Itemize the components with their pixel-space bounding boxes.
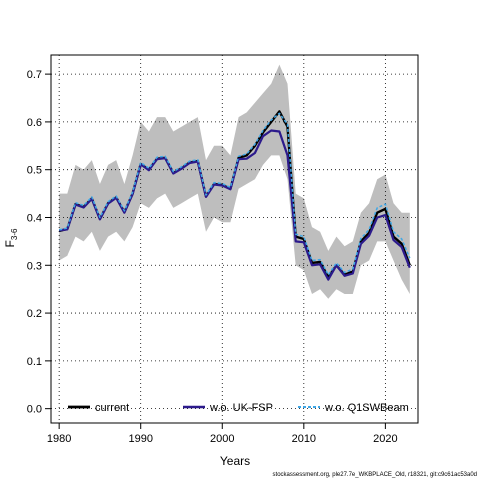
plot-frame [50,54,419,424]
y-tick-label: 0.2 [27,308,42,320]
x-tick-label: 2020 [373,433,397,445]
legend-label-w-o-uk-fsp: w.o. UK-FSP [209,402,273,414]
confidence-band [59,64,410,299]
y-tick-label: 0.4 [27,212,42,224]
x-tick-label: 2010 [292,433,316,445]
x-tick-label: 1990 [128,433,152,445]
series-layer [58,110,411,281]
legend: current w.o. UK-FSP w.o. Q1SWBeam [68,402,409,414]
legend-label-current: current [95,402,129,414]
y-axis-title-main: F [3,240,17,247]
y-tick-label: 0.0 [27,404,42,416]
axis-layer: 1980 1990 2000 2010 2020 0.0 0.1 0.2 0.3 0.4 0.5 0.… [27,69,398,445]
x-tick-label: 1980 [47,433,71,445]
y-tick-label: 0.3 [27,260,42,272]
confidence-band-layer [59,64,410,299]
y-tick-label: 0.6 [27,117,42,129]
y-tick-label: 0.5 [27,165,42,177]
legend-label-w-o-q1swbeam: w.o. Q1SWBeam [324,402,409,414]
x-axis-title: Years [220,454,250,468]
footer-credit: stockassessment.org, ple27.7e_WKBPLACE_O… [273,472,477,478]
y-axis-title: F3-6 [3,228,19,247]
y-tick-label: 0.1 [27,356,42,368]
y-tick-label: 0.7 [27,69,42,81]
x-tick-label: 2000 [210,433,234,445]
y-axis-title-subscript: 3-6 [10,228,19,240]
